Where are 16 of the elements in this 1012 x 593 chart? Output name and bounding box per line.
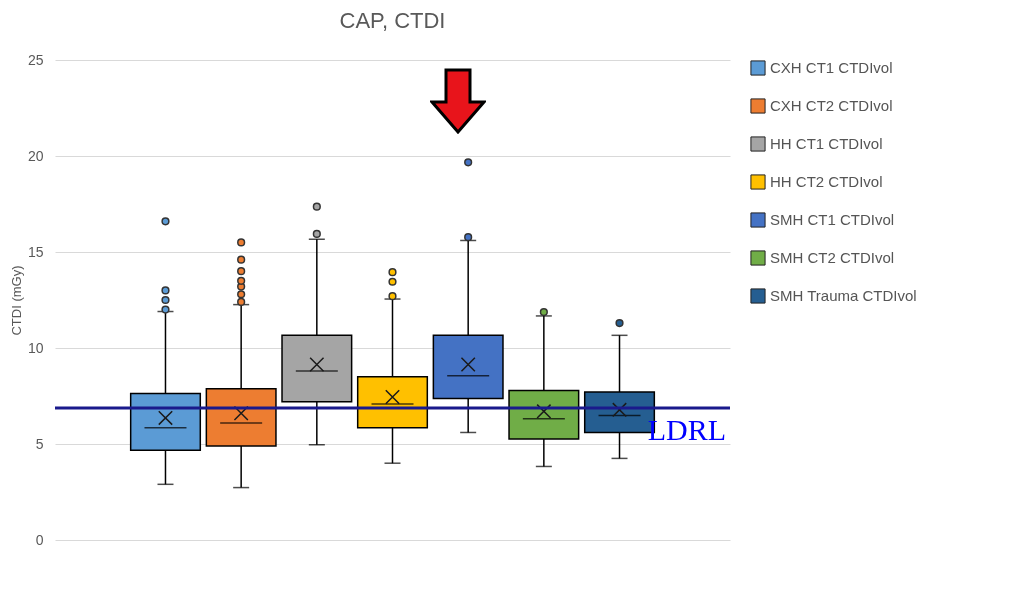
legend-label: CXH CT1 CTDIvol bbox=[770, 59, 893, 76]
y-tick-label: 5 bbox=[35, 435, 44, 452]
y-axis-title: CTDI (mGy) bbox=[8, 265, 24, 336]
legend-label: CXH CT2 CTDIvol bbox=[770, 97, 893, 114]
legend-label: SMH Trauma CTDIvol bbox=[770, 287, 917, 304]
chart-title: CAP, CTDI bbox=[339, 8, 446, 33]
y-tick-label: 0 bbox=[35, 531, 44, 548]
y-tick-label: 25 bbox=[27, 51, 44, 68]
ref-line-label: LDRL bbox=[647, 412, 726, 446]
y-tick-label: 10 bbox=[27, 339, 44, 356]
legend-label: SMH CT2 CTDIvol bbox=[770, 249, 895, 266]
legend-label: HH CT2 CTDIvol bbox=[770, 173, 883, 190]
y-tick-label: 15 bbox=[27, 243, 44, 260]
y-tick-label: 20 bbox=[27, 147, 44, 164]
legend-label: SMH CT1 CTDIvol bbox=[770, 211, 895, 228]
legend-label: HH CT1 CTDIvol bbox=[770, 135, 883, 152]
